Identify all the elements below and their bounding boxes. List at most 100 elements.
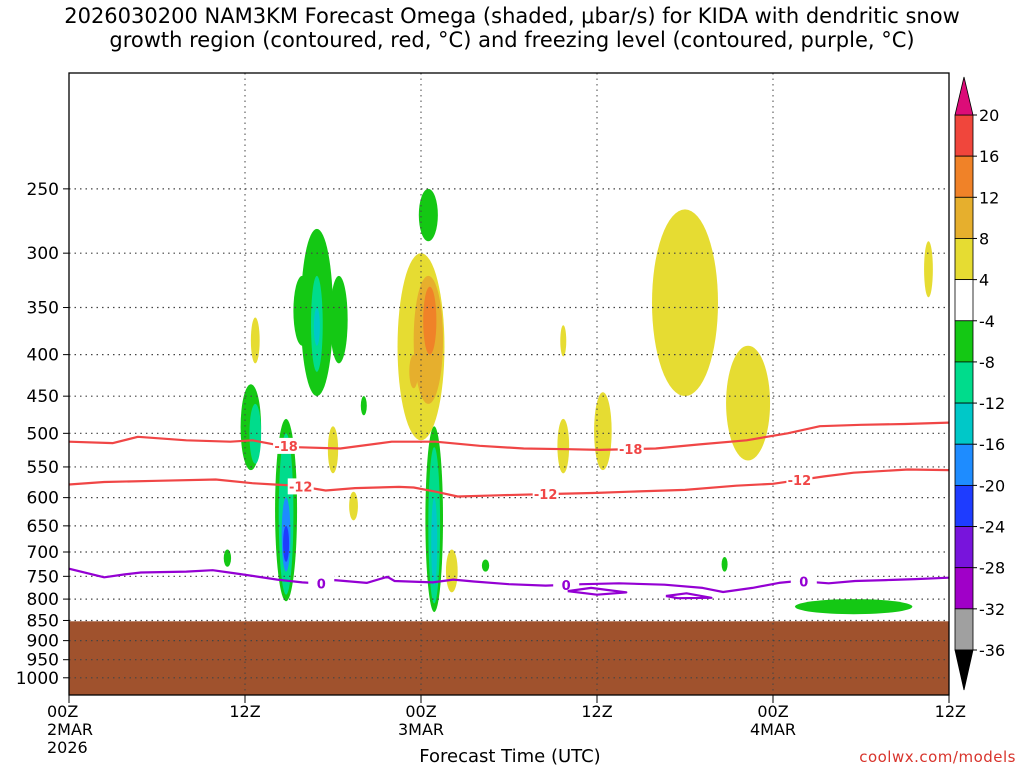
colorbar-label: -32 bbox=[979, 600, 1005, 619]
y-tick-label: 1000 bbox=[16, 669, 59, 689]
contour-label: 0 bbox=[799, 575, 808, 590]
colorbar-max-arrow bbox=[954, 76, 974, 116]
temperature-contours: -18 -18 -12 -12 -12 0 0 0 bbox=[69, 421, 949, 600]
colorbar-label: -8 bbox=[979, 353, 995, 372]
omega-shading bbox=[223, 188, 933, 615]
y-tick-label: 950 bbox=[27, 651, 59, 671]
colorbar: 20 16 12 8 4 -4 -8 -12 -16 -20 -24 -28 -32 -36 bbox=[954, 76, 1005, 691]
omega-region bbox=[652, 209, 718, 397]
omega-region bbox=[795, 599, 913, 615]
colorbar-min-arrow bbox=[954, 649, 974, 691]
colorbar-bin bbox=[954, 402, 974, 445]
x-tick-label: 12Z bbox=[581, 702, 612, 721]
omega-region bbox=[445, 549, 458, 593]
y-tick-label: 900 bbox=[27, 632, 59, 652]
y-tick-label: 700 bbox=[27, 543, 59, 563]
omega-region bbox=[327, 426, 339, 474]
chart-title-line2: growth region (contoured, red, °C) and f… bbox=[109, 28, 915, 52]
contour-label: 0 bbox=[317, 578, 326, 593]
x-date-label: 2MAR bbox=[47, 720, 93, 739]
chart-title: 2026030200 NAM3KM Forecast Omega (shaded… bbox=[0, 4, 1024, 52]
contour-label-bg bbox=[273, 437, 300, 454]
contour-label: -12 bbox=[534, 488, 558, 503]
x-year-label: 2026 bbox=[47, 738, 88, 757]
contour-label-bg bbox=[532, 486, 559, 503]
contour-line bbox=[69, 468, 949, 498]
colorbar-label: -36 bbox=[979, 641, 1005, 660]
omega-region bbox=[349, 491, 358, 521]
omega-region bbox=[409, 354, 419, 389]
omega-region bbox=[249, 403, 262, 464]
colorbar-label: 16 bbox=[979, 147, 999, 166]
contour-label-bg bbox=[553, 576, 580, 593]
contour-line bbox=[567, 586, 628, 596]
omega-region bbox=[431, 497, 438, 586]
x-tick-label: 12Z bbox=[229, 702, 260, 721]
y-tick-label: 400 bbox=[27, 346, 59, 366]
x-tick-label: 12Z bbox=[935, 702, 966, 721]
colorbar-bin bbox=[954, 361, 974, 404]
contour-label: -18 bbox=[274, 440, 298, 455]
colorbar-bin bbox=[954, 279, 974, 322]
omega-region bbox=[557, 418, 570, 474]
colorbar-label: -4 bbox=[979, 312, 995, 331]
contour-label-bg bbox=[786, 472, 813, 489]
y-tick-label: 750 bbox=[27, 567, 59, 587]
colorbar-bin bbox=[954, 484, 974, 527]
y-tick-label: 300 bbox=[27, 244, 59, 264]
colorbar-bin bbox=[954, 114, 974, 157]
contour-label: -18 bbox=[619, 443, 643, 458]
colorbar-bin bbox=[954, 155, 974, 198]
contour-label-bg bbox=[617, 441, 644, 458]
contour-label: -12 bbox=[289, 480, 313, 495]
colorbar-bin bbox=[954, 567, 974, 610]
omega-region bbox=[924, 241, 933, 298]
omega-region bbox=[418, 188, 438, 242]
colorbar-bin bbox=[954, 320, 974, 363]
omega-region bbox=[423, 286, 437, 355]
terrain-fill bbox=[69, 621, 949, 695]
colorbar-label: 4 bbox=[979, 271, 989, 290]
colorbar-label: 12 bbox=[979, 188, 999, 207]
y-tick-label: 600 bbox=[27, 489, 59, 509]
colorbar-bin bbox=[954, 238, 974, 281]
omega-region bbox=[721, 556, 728, 572]
omega-region bbox=[560, 325, 567, 357]
y-tick-label: 550 bbox=[27, 458, 59, 478]
colorbar-label: 20 bbox=[979, 106, 999, 125]
omega-region bbox=[481, 559, 490, 572]
omega-region bbox=[293, 275, 312, 346]
contour-label-bg bbox=[287, 478, 314, 495]
contour-line bbox=[69, 567, 949, 594]
y-tick-label: 450 bbox=[27, 387, 59, 407]
contour-line bbox=[665, 592, 713, 600]
x-tick-label: 00Z bbox=[757, 702, 788, 721]
x-tick-label: 00Z bbox=[47, 702, 78, 721]
contour-label-bg bbox=[308, 575, 335, 592]
chart-title-line1: 2026030200 NAM3KM Forecast Omega (shaded… bbox=[64, 4, 960, 28]
omega-region bbox=[330, 275, 348, 364]
x-axis-label: Forecast Time (UTC) bbox=[419, 746, 601, 767]
plot-frame bbox=[68, 72, 950, 696]
colorbar-label: 8 bbox=[979, 229, 989, 248]
y-axis: 2503003504004505005506006507007508008509… bbox=[16, 180, 69, 689]
x-date-label: 4MAR bbox=[750, 720, 796, 739]
x-tick-label: 00Z bbox=[405, 702, 436, 721]
y-tick-label: 650 bbox=[27, 517, 59, 537]
colorbar-label: -24 bbox=[979, 518, 1005, 537]
colorbar-label: -20 bbox=[979, 476, 1005, 495]
contour-label: -12 bbox=[788, 474, 812, 489]
colorbar-label: -28 bbox=[979, 559, 1005, 578]
contour-label: 0 bbox=[562, 579, 571, 594]
contour-label-bg bbox=[790, 573, 817, 590]
omega-region bbox=[283, 525, 290, 562]
y-tick-label: 500 bbox=[27, 424, 59, 444]
omega-region bbox=[223, 549, 232, 567]
colorbar-bin bbox=[954, 608, 974, 651]
credit-text: coolwx.com/models bbox=[859, 748, 1016, 766]
colorbar-bin bbox=[954, 443, 974, 486]
y-tick-label: 250 bbox=[27, 180, 59, 200]
omega-region bbox=[360, 396, 367, 416]
